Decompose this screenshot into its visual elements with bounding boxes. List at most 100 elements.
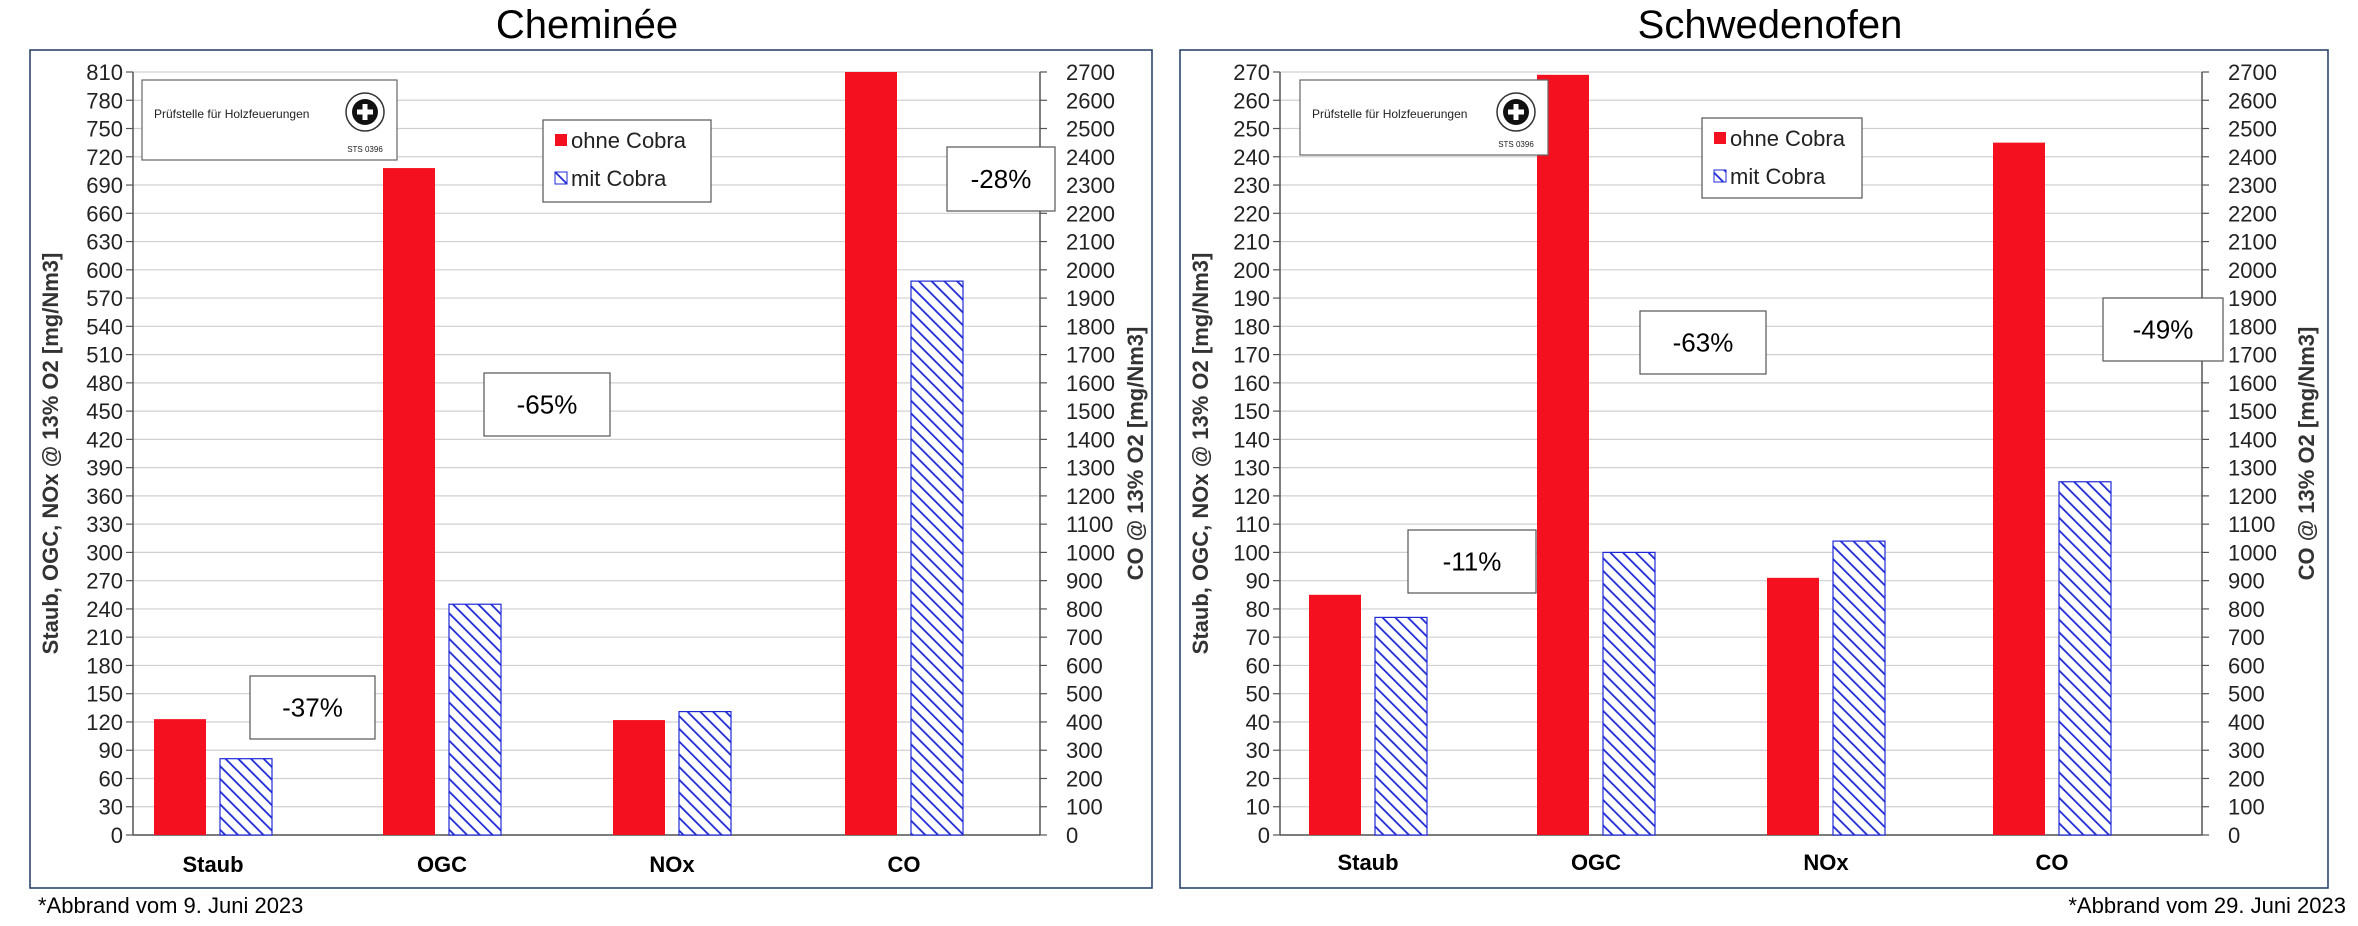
x-tick-label: OGC (1571, 850, 1621, 875)
y2-tick-label: 0 (2228, 823, 2240, 848)
y-tick-label: 100 (1233, 540, 1270, 565)
y2-tick-label: 1800 (1066, 314, 1115, 339)
bar-ohne-cobra (1767, 577, 1819, 835)
y-tick-label: 540 (86, 314, 123, 339)
y-tick-label: 750 (86, 117, 123, 142)
y2-tick-label: 700 (1066, 625, 1103, 650)
y-tick-label: 420 (86, 427, 123, 452)
y2-tick-label: 200 (2228, 766, 2265, 791)
bar-mit-cobra (1374, 616, 1428, 836)
x-tick-label: NOx (649, 852, 695, 877)
x-tick-label: Staub (1337, 850, 1398, 875)
bar-mit-cobra (2058, 481, 2112, 836)
reduction-annotation-box (946, 146, 1056, 212)
bar-ohne-cobra (1309, 594, 1361, 835)
chart-title: Cheminée (496, 3, 678, 47)
y-tick-label: 180 (1233, 314, 1270, 339)
reduction-annotation: -65% (517, 390, 578, 420)
y2-tick-label: 1600 (2228, 371, 2277, 396)
y2-tick-label: 1700 (1066, 343, 1115, 368)
y-axis-label: Staub, OGC, NOx @ 13% O2 [mg/Nm3] (1188, 253, 1213, 655)
legend-swatch-ohne (1714, 132, 1726, 144)
y2-tick-label: 700 (2228, 625, 2265, 650)
y-tick-label: 230 (1233, 173, 1270, 198)
y-tick-label: 140 (1233, 427, 1270, 452)
reduction-annotation: -11% (1443, 547, 1502, 577)
bar-mit-cobra (678, 711, 732, 836)
y2-tick-label: 1000 (2228, 540, 2277, 565)
x-tick-label: OGC (417, 852, 467, 877)
chart-frame (29, 49, 1153, 889)
y2-tick-label: 1200 (1066, 484, 1115, 509)
y-tick-label: 210 (1233, 230, 1270, 255)
y2-tick-label: 2600 (2228, 88, 2277, 113)
y2-tick-label: 1700 (2228, 343, 2277, 368)
y2-tick-label: 900 (2228, 569, 2265, 594)
bar-mit-cobra (1832, 540, 1886, 836)
y2-tick-label: 1200 (2228, 484, 2277, 509)
y-tick-label: 0 (1258, 823, 1270, 848)
y-tick-label: 210 (86, 625, 123, 650)
y-tick-label: 30 (99, 795, 123, 820)
y-tick-label: 190 (1233, 286, 1270, 311)
y2-tick-label: 1300 (1066, 456, 1115, 481)
legend-label-mit: mit Cobra (1730, 164, 1826, 189)
y2-tick-label: 2300 (2228, 173, 2277, 198)
y2-tick-label: 0 (1066, 823, 1078, 848)
y2-tick-label: 2000 (2228, 258, 2277, 283)
bar-ohne-cobra (154, 719, 206, 835)
y2-tick-label: 900 (1066, 569, 1103, 594)
y-tick-label: 180 (86, 653, 123, 678)
y-tick-label: 220 (1233, 201, 1270, 226)
x-tick-label: Staub (182, 852, 243, 877)
y2-tick-label: 1100 (2228, 512, 2275, 537)
y-tick-label: 90 (99, 738, 123, 763)
y-tick-label: 80 (1246, 597, 1270, 622)
y-tick-label: 660 (86, 201, 123, 226)
y-tick-label: 600 (86, 258, 123, 283)
y2-tick-label: 1900 (2228, 286, 2277, 311)
y-tick-label: 20 (1246, 766, 1270, 791)
legend-box (542, 119, 712, 203)
y-tick-label: 330 (86, 512, 123, 537)
y-tick-label: 450 (86, 399, 123, 424)
y2-tick-label: 1500 (1066, 399, 1115, 424)
y-tick-label: 70 (1246, 625, 1270, 650)
y-tick-label: 50 (1246, 682, 1270, 707)
y2-tick-label: 1800 (2228, 314, 2277, 339)
y2-tick-label: 2500 (2228, 117, 2277, 142)
y2-axis-label: CO @ 13% O2 [mg/Nm3] (2294, 327, 2319, 581)
y-tick-label: 40 (1246, 710, 1270, 735)
bar-mit-cobra (219, 758, 273, 836)
y-tick-label: 150 (86, 682, 123, 707)
reduction-annotation-box (1407, 529, 1537, 594)
y-tick-label: 630 (86, 230, 123, 255)
y-tick-label: 720 (86, 145, 123, 170)
y-tick-label: 0 (111, 823, 123, 848)
y-tick-label: 570 (86, 286, 123, 311)
swiss-cross-v (362, 104, 368, 120)
y-tick-label: 60 (99, 766, 123, 791)
y2-tick-label: 400 (1066, 710, 1103, 735)
y2-tick-label: 2100 (1066, 230, 1115, 255)
swiss-cross-v (1513, 104, 1519, 120)
x-tick-label: CO (888, 852, 921, 877)
y-tick-label: 690 (86, 173, 123, 198)
y2-tick-label: 1600 (1066, 371, 1115, 396)
y2-tick-label: 300 (2228, 738, 2265, 763)
bar-ohne-cobra (1537, 74, 1589, 835)
y-tick-label: 390 (86, 456, 123, 481)
bar-mit-cobra (448, 603, 502, 836)
y-tick-label: 360 (86, 484, 123, 509)
x-tick-label: CO (2036, 850, 2069, 875)
reduction-annotation-box (249, 675, 376, 740)
y-tick-label: 170 (1233, 343, 1270, 368)
legend-box (1701, 117, 1863, 199)
legend-swatch-mit (554, 171, 568, 185)
y2-tick-label: 1500 (2228, 399, 2277, 424)
y-tick-label: 120 (86, 710, 123, 735)
y2-tick-label: 1400 (1066, 427, 1115, 452)
y2-tick-label: 1400 (2228, 427, 2277, 452)
footnote-right: *Abbrand vom 29. Juni 2023 (2068, 893, 2346, 918)
